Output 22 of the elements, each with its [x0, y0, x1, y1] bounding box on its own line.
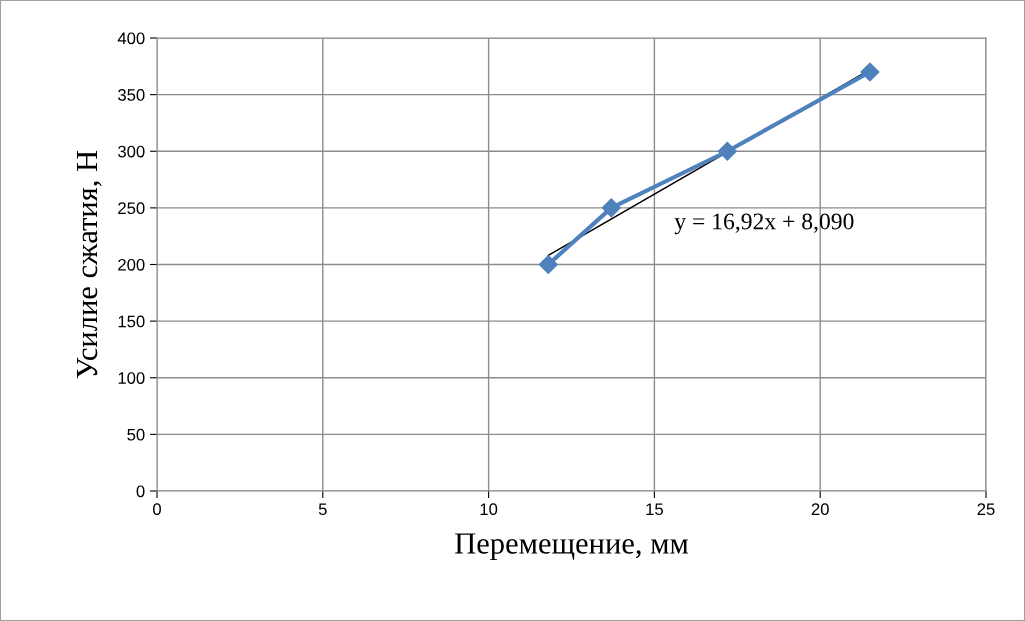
point: [717, 141, 737, 161]
y-tick-label: 50: [127, 428, 145, 441]
y-tick-label: 300: [118, 145, 145, 158]
point: [860, 62, 880, 82]
x-tick-label: 10: [480, 503, 498, 516]
x-tick-label: 25: [977, 503, 995, 516]
y-tick-label: 100: [118, 372, 145, 384]
y-tick-label: 0: [136, 485, 145, 498]
point: [601, 198, 621, 218]
y-tick-label: 400: [117, 32, 145, 45]
annotation: y = 16,92x + 8,090: [674, 213, 854, 235]
x-axis-title: Перемещение, мм: [455, 533, 689, 560]
y-axis-title: Усилие сжатия, Н: [76, 150, 102, 379]
x-tick-label: 15: [646, 503, 663, 516]
x-tick-label: 20: [811, 503, 829, 516]
x-tick-label: 0: [153, 503, 161, 516]
x-tick-label: 5: [318, 503, 327, 516]
y-tick-label: 250: [118, 202, 145, 215]
y-tick-label: 200: [118, 258, 145, 271]
point: [538, 254, 558, 275]
y-tick-label: 150: [118, 315, 145, 328]
y-tick-label: 350: [118, 89, 145, 101]
